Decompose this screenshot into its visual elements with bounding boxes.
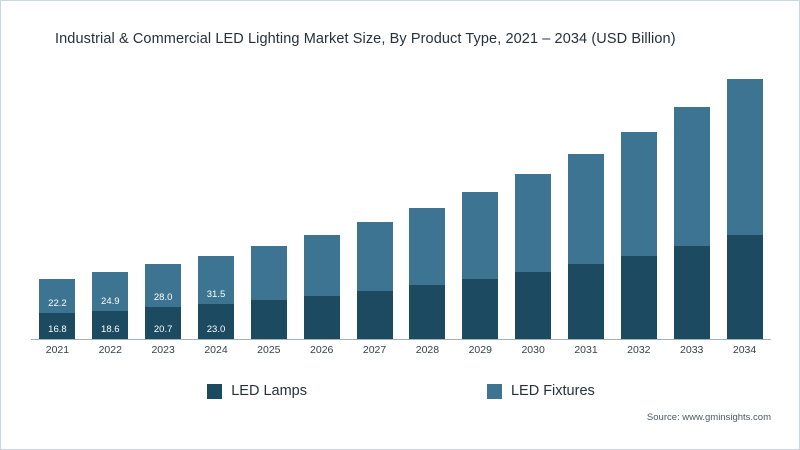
bar-segment-led-fixtures xyxy=(620,132,657,256)
bar-segment-led-fixtures xyxy=(673,107,710,247)
bar-segment-led-lamps xyxy=(250,299,287,339)
chart-legend: LED Lamps LED Fixtures xyxy=(1,383,800,399)
bar-value-label-led-fixtures: 24.9 xyxy=(101,295,120,307)
x-axis-tick-label: 2027 xyxy=(362,344,387,356)
bar-segment-led-lamps: 23.0 xyxy=(198,303,234,339)
bar-segment-led-fixtures xyxy=(303,234,340,296)
x-axis-tick-label: 2026 xyxy=(310,344,334,356)
legend-label-led-fixtures: LED Fixtures xyxy=(510,383,595,399)
x-axis-tick-label: 2023 xyxy=(151,344,175,356)
x-axis-tick-label: 2031 xyxy=(574,344,598,356)
bar-segment-led-lamps xyxy=(620,255,657,339)
bar-column xyxy=(620,132,657,339)
plot-area: 22.2 16.8 24.9 18.6 28.0 20.7 31.5 23.0 xyxy=(31,71,771,339)
bar-column: 22.2 16.8 xyxy=(39,279,76,339)
bar-segment-led-lamps xyxy=(356,290,393,339)
bar-segment-led-fixtures xyxy=(356,222,393,291)
x-axis-tick-label: 2034 xyxy=(732,344,757,356)
bar-segment-led-lamps: 16.8 xyxy=(39,313,76,339)
x-axis-tick-label: 2033 xyxy=(680,344,704,356)
bar-segment-led-lamps xyxy=(568,264,604,339)
bar-segment-led-fixtures xyxy=(250,245,287,300)
bar-column xyxy=(250,245,287,339)
bar-value-label-led-fixtures: 31.5 xyxy=(206,288,226,300)
chart-title: Industrial & Commercial LED Lighting Mar… xyxy=(55,31,676,47)
bar-segment-led-fixtures xyxy=(568,154,604,265)
legend-item-led-lamps: LED Lamps xyxy=(207,383,307,399)
bar-segment-led-fixtures: 22.2 xyxy=(39,279,76,314)
bar-segment-led-fixtures xyxy=(515,174,552,273)
bar-segment-led-lamps xyxy=(673,246,710,339)
x-axis-labels: 2021 2022 2023 2024 2025 2026 2027 2028 2029 2030… xyxy=(31,344,771,360)
source-caption: Source: www.gminsights.com xyxy=(646,412,771,423)
bar-value-label-led-fixtures: 28.0 xyxy=(153,292,173,304)
bar-value-label-led-fixtures: 22.2 xyxy=(48,298,67,310)
bar-column: 31.5 23.0 xyxy=(198,255,234,339)
bar-segment-led-fixtures xyxy=(726,78,763,236)
legend-swatch-led-lamps xyxy=(207,383,223,399)
bar-segment-led-fixtures xyxy=(462,192,499,279)
x-axis-tick-label: 2028 xyxy=(415,344,440,356)
bar-segment-led-lamps: 20.7 xyxy=(145,307,182,339)
bar-segment-led-lamps xyxy=(515,272,552,339)
bar-column: 24.9 18.6 xyxy=(92,272,129,339)
bar-column xyxy=(673,107,710,339)
bar-value-label-led-lamps: 16.8 xyxy=(48,324,67,335)
x-axis-tick-label: 2021 xyxy=(45,344,70,356)
bar-segment-led-lamps xyxy=(462,278,499,339)
x-axis-tick-label: 2030 xyxy=(521,344,545,356)
bar-segment-led-lamps xyxy=(726,235,763,339)
bar-value-label-led-lamps: 23.0 xyxy=(206,324,226,335)
x-axis-tick-label: 2029 xyxy=(468,344,492,356)
bar-segment-led-fixtures: 31.5 xyxy=(198,255,234,304)
bar-column xyxy=(515,174,552,339)
legend-item-led-fixtures: LED Fixtures xyxy=(486,383,595,399)
x-axis-tick-label: 2025 xyxy=(257,344,281,356)
legend-label-led-lamps: LED Lamps xyxy=(231,383,307,399)
bar-segment-led-lamps xyxy=(303,295,340,339)
bar-segment-led-fixtures xyxy=(409,207,446,286)
bar-segment-led-fixtures: 24.9 xyxy=(92,272,129,311)
x-axis-tick-label: 2024 xyxy=(204,344,228,356)
bar-column: 28.0 20.7 xyxy=(145,264,182,339)
bar-column xyxy=(409,207,446,339)
bar-column xyxy=(462,192,499,339)
bar-column xyxy=(356,222,393,339)
x-axis-tick-label: 2022 xyxy=(98,344,122,356)
bar-column xyxy=(303,234,340,339)
x-axis-tick-label: 2032 xyxy=(627,344,651,356)
bar-column xyxy=(726,78,763,339)
bar-segment-led-lamps xyxy=(409,285,446,339)
bar-column xyxy=(568,154,604,339)
legend-swatch-led-fixtures xyxy=(486,383,502,399)
x-axis-line xyxy=(31,339,771,340)
bar-value-label-led-lamps: 18.6 xyxy=(101,324,120,335)
bar-segment-led-fixtures: 28.0 xyxy=(145,264,182,308)
bar-value-label-led-lamps: 20.7 xyxy=(153,324,173,335)
bar-segment-led-lamps: 18.6 xyxy=(92,310,129,339)
